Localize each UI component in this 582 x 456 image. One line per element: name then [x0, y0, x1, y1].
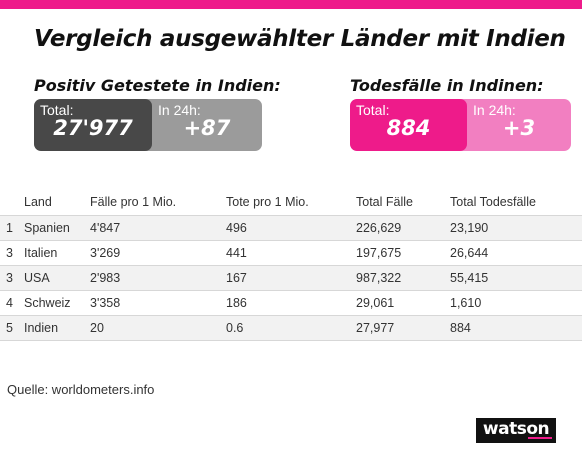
- page-title: Vergleich ausgewählter Länder mit Indien: [34, 26, 566, 52]
- source-note: Quelle: worldometers.info: [7, 382, 155, 397]
- cell-land: Italien: [24, 240, 90, 266]
- cell-rank: 4: [0, 290, 24, 316]
- cell-total-deaths: 1,610: [450, 290, 582, 316]
- deaths-stat-box: Total: 884 In 24h: +3: [350, 99, 571, 151]
- cell-rank: 1: [0, 215, 24, 241]
- cell-deaths-per-million: 167: [226, 265, 356, 291]
- deaths-heading: Todesfälle in Indinen:: [350, 76, 544, 95]
- cell-cases-per-million: 4'847: [90, 215, 226, 241]
- cell-total-cases: 29,061: [356, 290, 450, 316]
- positive-stat-box: Total: 27'977 In 24h: +87: [34, 99, 262, 151]
- cell-total-cases: 226,629: [356, 215, 450, 241]
- table-row: 1 Spanien 4'847 496 226,629 23,190: [0, 215, 582, 241]
- cell-rank: 3: [0, 240, 24, 266]
- positive-24h-value: +87: [183, 116, 231, 140]
- column-header-deaths-per-million: Tote pro 1 Mio.: [226, 189, 356, 216]
- positive-24h-label: In 24h:: [158, 102, 201, 118]
- positive-24h-cell: In 24h: +87: [152, 99, 262, 151]
- cell-land: Indien: [24, 315, 90, 341]
- cell-total-deaths: 884: [450, 315, 582, 341]
- table-row: 5 Indien 20 0.6 27,977 884: [0, 315, 582, 341]
- positive-heading: Positiv Getestete in Indien:: [34, 76, 281, 95]
- column-header-cases-per-million: Fälle pro 1 Mio.: [90, 189, 226, 216]
- cell-land: Spanien: [24, 215, 90, 241]
- cell-total-cases: 197,675: [356, 240, 450, 266]
- deaths-total-cell: Total: 884: [350, 99, 467, 151]
- deaths-24h-value: +3: [502, 116, 536, 140]
- deaths-total-value: 884: [386, 116, 431, 140]
- table-row: 3 Italien 3'269 441 197,675 26,644: [0, 240, 582, 266]
- cell-deaths-per-million: 186: [226, 290, 356, 316]
- deaths-total-label: Total:: [356, 102, 390, 118]
- positive-total-value: 27'977: [53, 116, 133, 140]
- positive-total-label: Total:: [40, 102, 74, 118]
- cell-land: Schweiz: [24, 290, 90, 316]
- cell-cases-per-million: 3'269: [90, 240, 226, 266]
- cell-total-cases: 27,977: [356, 315, 450, 341]
- cell-cases-per-million: 2'983: [90, 265, 226, 291]
- table-row: 4 Schweiz 3'358 186 29,061 1,610: [0, 290, 582, 316]
- country-comparison-table: Land Fälle pro 1 Mio. Tote pro 1 Mio. To…: [0, 189, 582, 341]
- deaths-24h-label: In 24h:: [473, 102, 516, 118]
- cell-total-deaths: 23,190: [450, 215, 582, 241]
- positive-total-cell: Total: 27'977: [34, 99, 152, 151]
- column-header-rank: [0, 189, 24, 216]
- column-header-total-deaths: Total Todesfälle: [450, 189, 582, 216]
- cell-total-deaths: 26,644: [450, 240, 582, 266]
- table-row: 3 USA 2'983 167 987,322 55,415: [0, 265, 582, 291]
- logo-underline: [528, 437, 552, 439]
- cell-total-cases: 987,322: [356, 265, 450, 291]
- cell-cases-per-million: 3'358: [90, 290, 226, 316]
- top-accent-bar: [0, 0, 582, 9]
- deaths-24h-cell: In 24h: +3: [467, 99, 571, 151]
- watson-logo: watson: [476, 418, 556, 443]
- cell-rank: 3: [0, 265, 24, 291]
- cell-deaths-per-million: 0.6: [226, 315, 356, 341]
- cell-rank: 5: [0, 315, 24, 341]
- table-header-row: Land Fälle pro 1 Mio. Tote pro 1 Mio. To…: [0, 189, 582, 216]
- column-header-land: Land: [24, 189, 90, 216]
- column-header-total-cases: Total Fälle: [356, 189, 450, 216]
- cell-land: USA: [24, 265, 90, 291]
- cell-total-deaths: 55,415: [450, 265, 582, 291]
- logo-text: watson: [482, 419, 550, 439]
- cell-deaths-per-million: 496: [226, 215, 356, 241]
- cell-deaths-per-million: 441: [226, 240, 356, 266]
- cell-cases-per-million: 20: [90, 315, 226, 341]
